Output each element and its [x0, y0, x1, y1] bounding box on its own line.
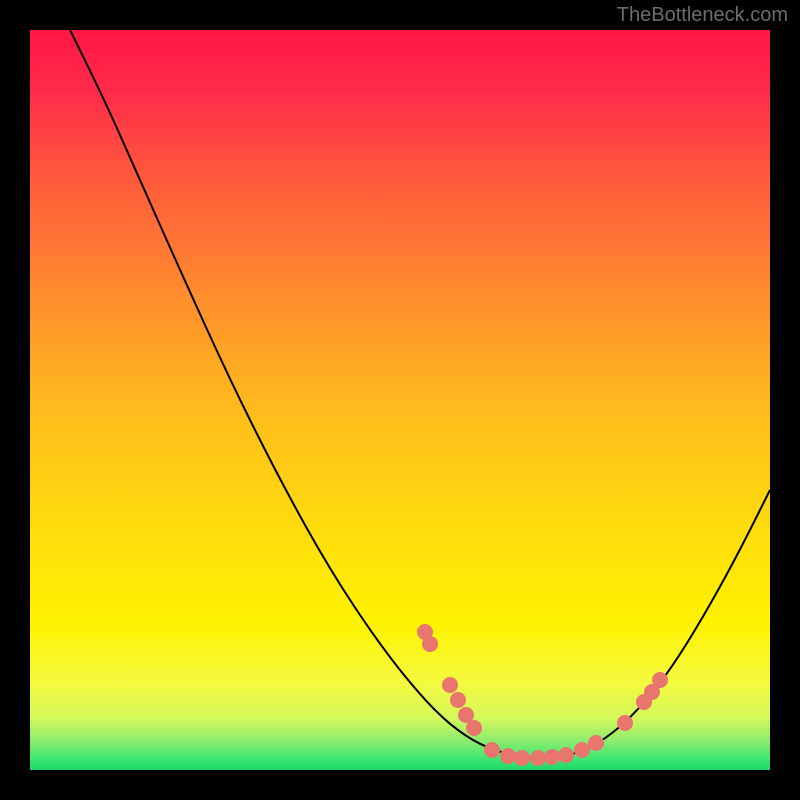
data-marker: [530, 750, 546, 766]
data-marker: [514, 750, 530, 766]
bottleneck-chart: [30, 30, 770, 770]
data-marker: [574, 742, 590, 758]
data-marker: [652, 672, 668, 688]
data-marker: [466, 720, 482, 736]
data-marker: [450, 692, 466, 708]
data-marker: [500, 748, 516, 764]
data-marker: [544, 749, 560, 765]
chart-background: [30, 30, 770, 770]
data-marker: [588, 735, 604, 751]
data-marker: [484, 742, 500, 758]
watermark-text: TheBottleneck.com: [617, 4, 788, 27]
data-marker: [558, 747, 574, 763]
data-marker: [422, 636, 438, 652]
chart-container: [30, 30, 770, 770]
data-marker: [442, 677, 458, 693]
data-marker: [617, 715, 633, 731]
